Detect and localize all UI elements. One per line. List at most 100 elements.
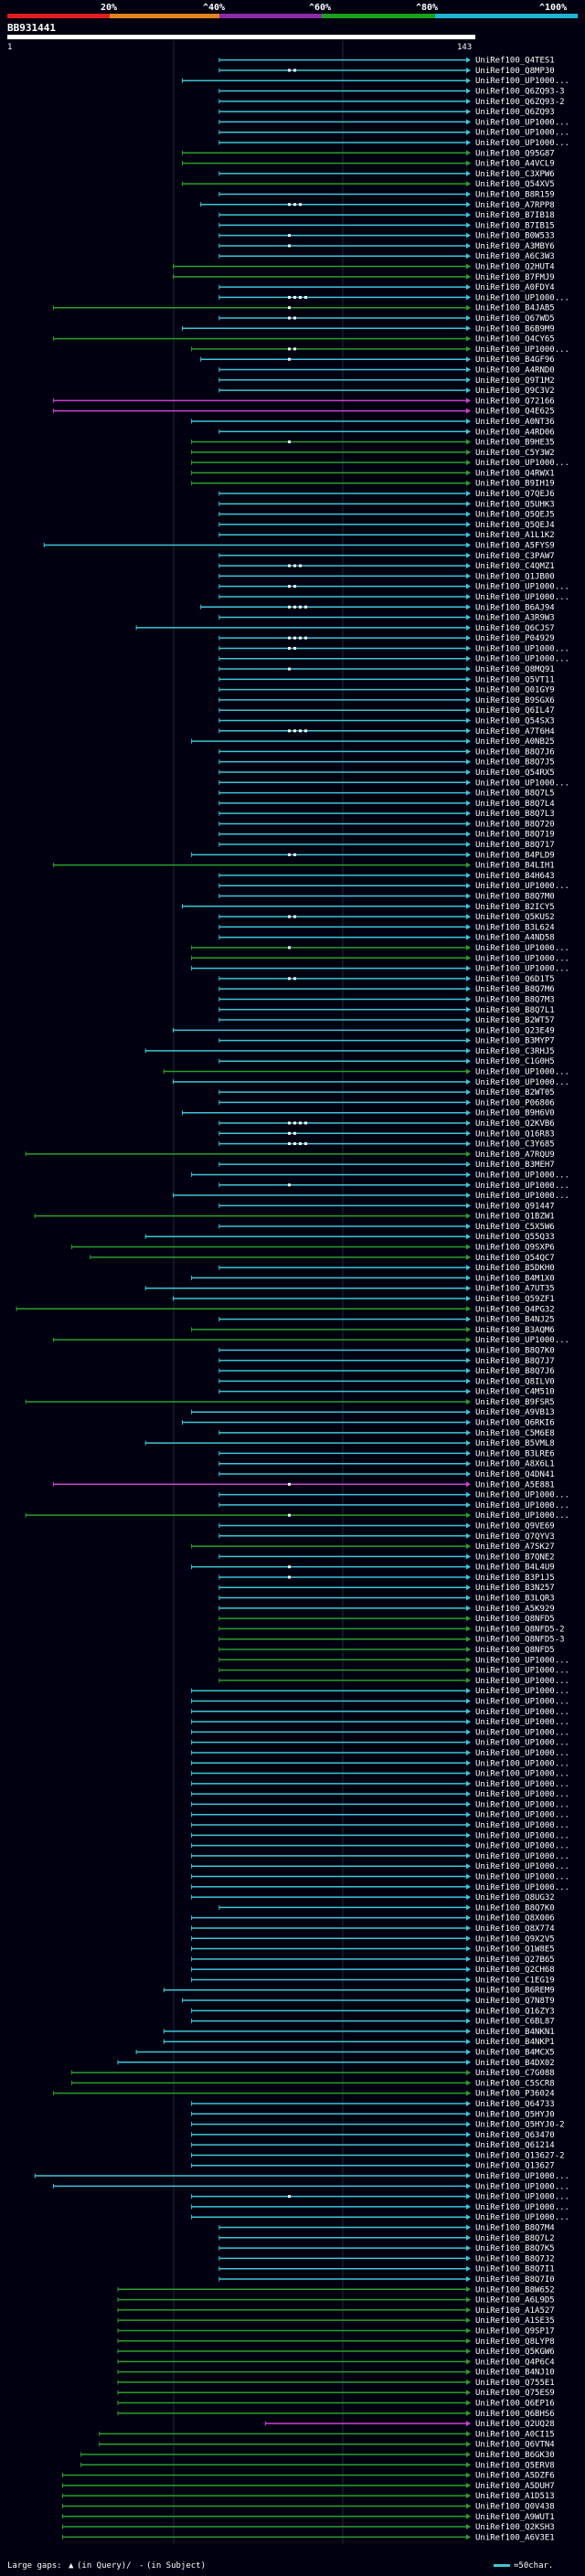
hit-row[interactable]: UniRef100_B7FMJ9 xyxy=(172,273,555,282)
hit-row[interactable]: UniRef100_A6C3W3 xyxy=(218,252,555,261)
hit-row[interactable]: UniRef100_B6GK30 xyxy=(80,2451,555,2460)
hit-row[interactable]: UniRef100_Q4CY65 xyxy=(52,335,555,345)
hit-row[interactable]: UniRef100_UP1000... xyxy=(191,1780,569,1789)
hit-row[interactable]: UniRef100_B8Q7L5 xyxy=(218,790,555,799)
hit-row[interactable]: UniRef100_Q54SX3 xyxy=(218,717,555,726)
hit-row[interactable]: UniRef100_P06806 xyxy=(218,1098,555,1108)
hit-row[interactable]: UniRef100_B7IB15 xyxy=(218,221,555,230)
hit-row[interactable]: UniRef100_Q5HYJ0-2 xyxy=(191,2121,565,2130)
hit-row[interactable]: UniRef100_UP1000... xyxy=(218,293,569,302)
hit-row[interactable]: UniRef100_Q4E625 xyxy=(52,408,555,417)
hit-row[interactable]: UniRef100_Q9C3V2 xyxy=(218,387,555,396)
hit-row[interactable]: UniRef100_Q6ZQ93 xyxy=(218,108,555,117)
hit-row[interactable]: UniRef100_A9WUT1 xyxy=(61,2513,555,2522)
hit-row[interactable]: UniRef100_A4VCL9 xyxy=(182,160,555,169)
hit-row[interactable]: UniRef100_Q8NFD5-2 xyxy=(218,1625,565,1634)
hit-row[interactable]: UniRef100_Q7N8T9 xyxy=(182,1997,555,2006)
hit-row[interactable]: UniRef100_B7QNE2 xyxy=(218,1553,555,1562)
hit-row[interactable]: UniRef100_UP1000... xyxy=(191,1831,569,1840)
hit-row[interactable]: UniRef100_UP1000... xyxy=(218,1677,569,1686)
hit-row[interactable]: UniRef100_B8Q717 xyxy=(218,841,555,850)
hit-row[interactable]: UniRef100_C3PAW7 xyxy=(218,552,555,561)
hit-row[interactable]: UniRef100_B2WT05 xyxy=(218,1088,555,1097)
hit-row[interactable]: UniRef100_UP1000... xyxy=(218,593,569,602)
hit-row[interactable]: UniRef100_Q16R83 xyxy=(218,1129,555,1139)
hit-row[interactable]: UniRef100_UP1000... xyxy=(191,2193,569,2202)
hit-row[interactable]: UniRef100_UP1000... xyxy=(191,1790,569,1799)
hit-row[interactable]: UniRef100_B3LRE6 xyxy=(218,1449,555,1458)
hit-row[interactable]: UniRef100_B6AJ94 xyxy=(200,603,555,612)
hit-row[interactable]: UniRef100_UP1000... xyxy=(191,2213,569,2222)
hit-row[interactable]: UniRef100_A7RPP8 xyxy=(200,201,555,210)
hit-row[interactable]: UniRef100_B8Q7J5 xyxy=(218,758,555,768)
hit-row[interactable]: UniRef100_Q8NFD5 xyxy=(218,1615,555,1624)
hit-row[interactable]: UniRef100_UP1000... xyxy=(191,965,569,974)
hit-row[interactable]: UniRef100_Q9SXP6 xyxy=(71,1244,555,1253)
hit-row[interactable]: UniRef100_Q01GY9 xyxy=(218,686,555,695)
hit-row[interactable]: UniRef100_UP1000... xyxy=(218,583,569,592)
hit-row[interactable]: UniRef100_Q55Q33 xyxy=(144,1233,555,1242)
hit-row[interactable]: UniRef100_A7T6H4 xyxy=(218,727,555,737)
hit-row[interactable]: UniRef100_B4MCX5 xyxy=(135,2049,555,2058)
hit-row[interactable]: UniRef100_UP1000... xyxy=(191,1718,569,1727)
hit-row[interactable]: UniRef100_B9IH19 xyxy=(191,480,555,489)
hit-row[interactable]: UniRef100_UP1000... xyxy=(218,1656,569,1665)
hit-row[interactable]: UniRef100_Q5QEJ4 xyxy=(218,521,555,530)
hit-row[interactable]: UniRef100_UP1000... xyxy=(218,139,569,148)
hit-row[interactable]: UniRef100_Q95G87 xyxy=(182,149,555,158)
hit-row[interactable]: UniRef100_UP1000... xyxy=(218,655,569,664)
hit-row[interactable]: UniRef100_UP1000... xyxy=(191,954,569,963)
hit-row[interactable]: UniRef100_Q5UHK3 xyxy=(218,500,555,509)
hit-row[interactable]: UniRef100_B9FSR5 xyxy=(25,1398,555,1407)
hit-row[interactable]: UniRef100_Q61214 xyxy=(191,2141,555,2150)
hit-row[interactable]: UniRef100_A4RD06 xyxy=(218,428,555,437)
hit-row[interactable]: UniRef100_C1EG19 xyxy=(191,1976,555,1985)
hit-row[interactable]: UniRef100_A1A527 xyxy=(117,2306,555,2316)
hit-row[interactable]: UniRef100_A9VB13 xyxy=(191,1408,555,1417)
hit-row[interactable]: UniRef100_UP1000... xyxy=(191,1708,569,1717)
hit-row[interactable]: UniRef100_UP1000... xyxy=(163,1068,569,1077)
hit-row[interactable]: UniRef100_C5X5W6 xyxy=(218,1223,555,1232)
hit-row[interactable]: UniRef100_Q13627-2 xyxy=(191,2151,565,2160)
hit-row[interactable]: UniRef100_Q75ES9 xyxy=(117,2389,555,2398)
hit-row[interactable]: UniRef100_UP1000... xyxy=(191,1171,569,1180)
hit-row[interactable]: UniRef100_A1SE35 xyxy=(117,2316,555,2326)
hit-row[interactable]: UniRef100_Q6BHS6 xyxy=(117,2410,555,2419)
hit-row[interactable]: UniRef100_Q13627 xyxy=(191,2162,555,2171)
hit-row[interactable]: UniRef100_A6L9D5 xyxy=(117,2296,555,2306)
hit-row[interactable]: UniRef100_B3P1J5 xyxy=(218,1574,555,1583)
hit-row[interactable]: UniRef100_B8Q7M3 xyxy=(218,995,555,1004)
hit-row[interactable]: UniRef100_B9HE35 xyxy=(191,439,555,448)
hit-row[interactable]: UniRef100_C1G0H5 xyxy=(218,1057,555,1066)
hit-row[interactable]: UniRef100_UP1000... xyxy=(191,1821,569,1830)
hit-row[interactable]: UniRef100_B4H643 xyxy=(218,872,555,881)
hit-row[interactable]: UniRef100_Q8MQ91 xyxy=(218,665,555,674)
hit-row[interactable]: UniRef100_Q8X006 xyxy=(191,1914,555,1924)
hit-row[interactable]: UniRef100_Q64733 xyxy=(191,2100,555,2109)
hit-row[interactable]: UniRef100_Q9T1M2 xyxy=(218,376,555,386)
hit-row[interactable]: UniRef100_Q8LYP8 xyxy=(117,2337,555,2347)
hit-row[interactable]: UniRef100_Q1JB00 xyxy=(218,572,555,581)
hit-row[interactable]: UniRef100_Q8ILV0 xyxy=(218,1377,555,1386)
hit-row[interactable]: UniRef100_Q2UQ28 xyxy=(264,2420,555,2429)
hit-row[interactable]: UniRef100_UP1000... xyxy=(191,1687,569,1696)
hit-row[interactable]: UniRef100_UP1000... xyxy=(191,1800,569,1809)
hit-row[interactable]: UniRef100_Q2CH68 xyxy=(191,1966,555,1975)
hit-row[interactable]: UniRef100_UP1000... xyxy=(218,129,569,138)
hit-row[interactable]: UniRef100_Q91447 xyxy=(218,1202,555,1211)
hit-row[interactable]: UniRef100_Q6EP16 xyxy=(117,2400,555,2409)
hit-row[interactable]: UniRef100_B8Q7J6 xyxy=(218,747,555,757)
hit-row[interactable]: UniRef100_A5E881 xyxy=(52,1480,555,1489)
hit-row[interactable]: UniRef100_Q54QC7 xyxy=(90,1254,555,1263)
hit-row[interactable]: UniRef100_Q54XV5 xyxy=(182,180,555,189)
hit-row[interactable]: UniRef100_Q5ERV8 xyxy=(80,2461,555,2470)
hit-row[interactable]: UniRef100_UP1000... xyxy=(182,77,569,86)
hit-row[interactable]: UniRef100_Q8NFD5 xyxy=(218,1646,555,1655)
hit-row[interactable]: UniRef100_Q2KSH3 xyxy=(61,2523,555,2532)
hit-row[interactable]: UniRef100_A7UT35 xyxy=(144,1285,555,1294)
hit-row[interactable]: UniRef100_C5SCR8 xyxy=(71,2079,555,2088)
hit-row[interactable]: UniRef100_Q0V438 xyxy=(61,2502,555,2511)
hit-row[interactable]: UniRef100_B3MYP7 xyxy=(218,1037,555,1046)
hit-row[interactable]: UniRef100_UP1000... xyxy=(191,1883,569,1892)
hit-row[interactable]: UniRef100_A1D513 xyxy=(61,2492,555,2501)
